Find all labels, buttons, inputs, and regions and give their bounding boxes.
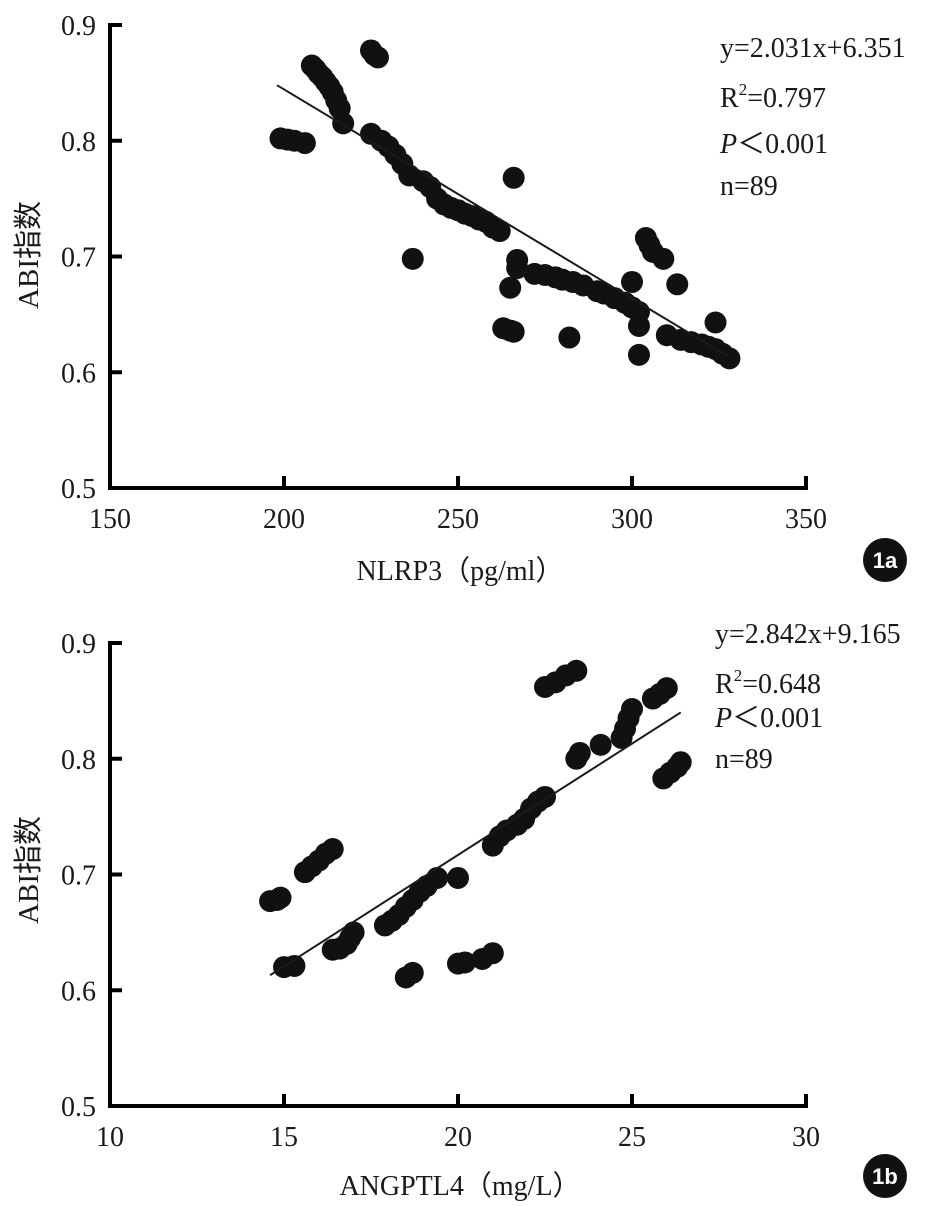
chart-panel-1a: 150 200 250 300 350 0.5 0.6 0.7 0.8 0.9 NLRP3（pg…	[12, 11, 907, 587]
r-squared: R2=0.797	[720, 80, 826, 114]
y-ticks: 0.5 0.6 0.7 0.8 0.9	[61, 11, 122, 505]
panel-badge-label: 1a	[873, 548, 898, 573]
data-point	[499, 276, 522, 299]
x-tick-label: 20	[444, 1122, 472, 1153]
data-point	[293, 132, 316, 155]
chart-panel-1b: 10 15 20 25 30 0.5 0.6 0.7 0.8 0.9 ANGPTL4（mg/L）…	[12, 619, 907, 1202]
data-point	[447, 866, 469, 889]
panel-badge-circle	[863, 1154, 907, 1198]
p-value-number: ＜0.001	[732, 703, 823, 734]
y-tick-label: 0.9	[61, 629, 96, 660]
trend-line	[269, 711, 682, 977]
r-squared-value: =0.648	[742, 669, 821, 700]
x-tick-label: 200	[263, 504, 305, 535]
data-point	[621, 697, 643, 720]
y-tick-label: 0.7	[61, 243, 96, 274]
x-ticks: 150 200 250 300 350	[89, 476, 827, 535]
p-value: P＜0.001	[719, 129, 828, 160]
points-group	[269, 39, 741, 370]
points-group	[259, 659, 692, 989]
sample-size: n=89	[715, 744, 773, 775]
p-value-letter: P	[714, 703, 732, 734]
data-point	[401, 961, 424, 984]
p-value: P＜0.001	[714, 703, 823, 734]
y-axis-label: ABI指数	[12, 816, 45, 924]
x-tick-label: 25	[618, 1122, 646, 1153]
x-tick-label: 150	[89, 504, 131, 535]
data-point	[589, 733, 612, 756]
y-tick-label: 0.5	[61, 1092, 96, 1123]
y-tick-label: 0.7	[61, 861, 96, 892]
x-axis-label: ANGPTL4（mg/L）	[339, 1170, 580, 1202]
data-point	[652, 247, 675, 270]
y-tick-label: 0.6	[61, 976, 96, 1007]
y-tick-label: 0.5	[61, 474, 96, 505]
data-point	[568, 741, 591, 764]
x-tick-label: 250	[437, 504, 479, 535]
data-point	[453, 951, 476, 974]
data-point	[627, 343, 650, 366]
data-point	[718, 347, 741, 370]
panel-badge-label: 1b	[872, 1164, 898, 1189]
x-axis-label: NLRP3（pg/ml）	[357, 555, 564, 587]
data-point	[269, 886, 292, 909]
data-point	[655, 677, 678, 700]
x-tick-label: 10	[96, 1122, 124, 1153]
data-point	[669, 751, 692, 774]
data-point	[321, 838, 344, 861]
data-point	[565, 659, 588, 682]
panel-badge: 1a	[863, 538, 907, 582]
r-squared-prefix: R	[720, 83, 739, 114]
r-squared-prefix: R	[715, 669, 734, 700]
x-tick-label: 30	[792, 1122, 820, 1153]
data-point	[426, 866, 449, 889]
data-point	[481, 942, 504, 965]
r-squared-sup: 2	[739, 80, 748, 99]
p-value-letter: P	[719, 129, 737, 160]
data-point	[666, 273, 689, 296]
data-point	[366, 46, 389, 69]
data-point	[704, 311, 727, 334]
x-ticks: 10 15 20 25 30	[96, 1094, 820, 1153]
data-point	[502, 320, 525, 343]
p-value-number: ＜0.001	[737, 129, 828, 160]
r-squared-sup: 2	[734, 666, 743, 685]
data-point	[332, 112, 355, 135]
data-point	[342, 921, 365, 944]
y-tick-label: 0.8	[61, 127, 96, 158]
r-squared-value: =0.797	[747, 83, 826, 114]
x-tick-label: 15	[270, 1122, 298, 1153]
data-point	[627, 314, 650, 337]
data-point	[283, 954, 306, 977]
trend-line	[276, 84, 730, 359]
data-point	[502, 166, 525, 189]
r-squared: R2=0.648	[715, 666, 821, 700]
panel-badge-circle	[863, 538, 907, 582]
y-tick-label: 0.9	[61, 11, 96, 42]
y-tick-label: 0.6	[61, 358, 96, 389]
x-tick-label: 350	[785, 504, 827, 535]
y-tick-label: 0.8	[61, 745, 96, 776]
data-point	[401, 247, 424, 270]
data-point	[558, 326, 581, 349]
regression-equation: y=2.842x+9.165	[715, 619, 901, 650]
regression-equation: y=2.031x+6.351	[720, 33, 906, 64]
data-point	[488, 220, 511, 243]
panel-badge: 1b	[863, 1154, 907, 1198]
sample-size: n=89	[720, 171, 778, 202]
x-tick-label: 300	[611, 504, 653, 535]
data-point	[506, 257, 529, 280]
data-point	[621, 270, 643, 293]
y-ticks: 0.5 0.6 0.7 0.8 0.9	[61, 629, 122, 1123]
y-axis-label: ABI指数	[12, 201, 45, 309]
